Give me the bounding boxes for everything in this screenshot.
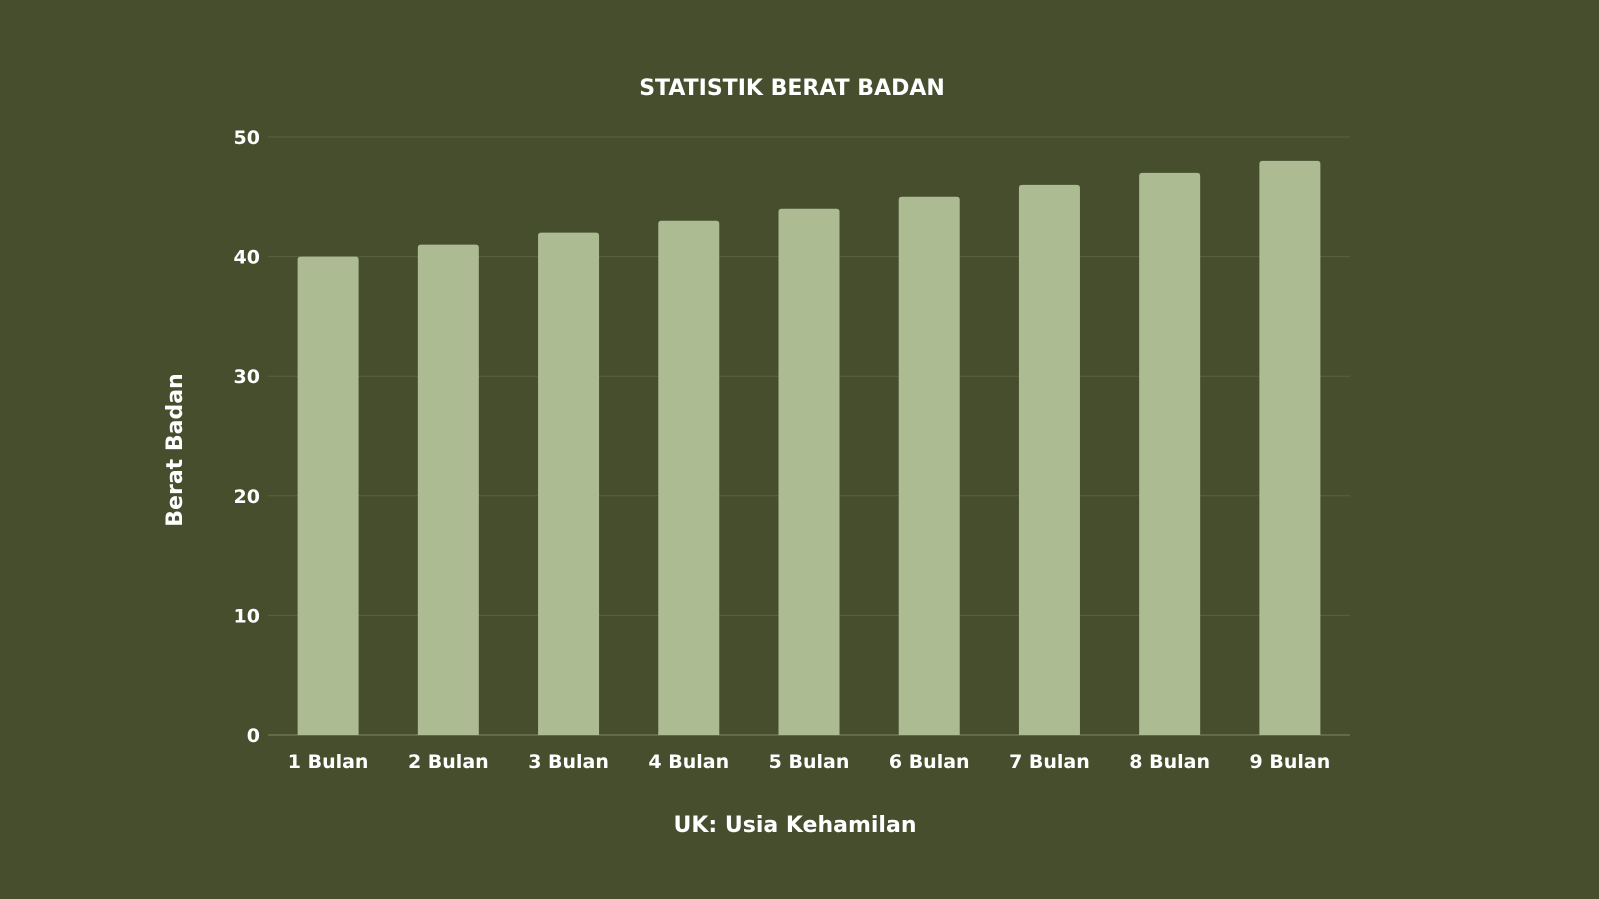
x-tick-label: 8 Bulan xyxy=(1129,751,1210,773)
y-tick-label: 10 xyxy=(234,605,260,627)
y-tick-label: 40 xyxy=(234,247,260,269)
bar xyxy=(658,220,720,736)
bar xyxy=(898,196,960,736)
bar xyxy=(297,256,359,735)
x-tick-label: 9 Bulan xyxy=(1250,751,1331,773)
x-tick-label: 2 Bulan xyxy=(408,751,489,773)
x-tick-label: 1 Bulan xyxy=(288,751,369,773)
chart-title: STATISTIK BERAT BADAN xyxy=(639,76,945,101)
x-tick-label: 3 Bulan xyxy=(528,751,609,773)
bar xyxy=(778,208,840,735)
x-tick-label: 5 Bulan xyxy=(769,751,850,773)
y-tick-label: 20 xyxy=(234,486,260,508)
x-tick-label: 6 Bulan xyxy=(889,751,970,773)
y-axis-ticks: 0 10 20 30 40 50 xyxy=(234,127,260,747)
y-axis-title: Berat Badan xyxy=(163,373,188,526)
y-tick-label: 0 xyxy=(247,725,260,747)
x-tick-label: 4 Bulan xyxy=(648,751,729,773)
bar xyxy=(538,232,600,735)
y-tick-label: 50 xyxy=(234,127,260,149)
bar xyxy=(1259,160,1321,736)
y-tick-label: 30 xyxy=(234,366,260,388)
bars xyxy=(297,160,1321,736)
bar xyxy=(1139,172,1201,735)
bar xyxy=(1018,184,1080,736)
bar xyxy=(417,244,479,735)
x-axis-labels: 1 Bulan 2 Bulan 3 Bulan 4 Bulan 5 Bulan 6 Bul… xyxy=(288,751,1330,773)
x-axis-title: UK: Usia Kehamilan xyxy=(674,813,917,838)
x-tick-label: 7 Bulan xyxy=(1009,751,1090,773)
